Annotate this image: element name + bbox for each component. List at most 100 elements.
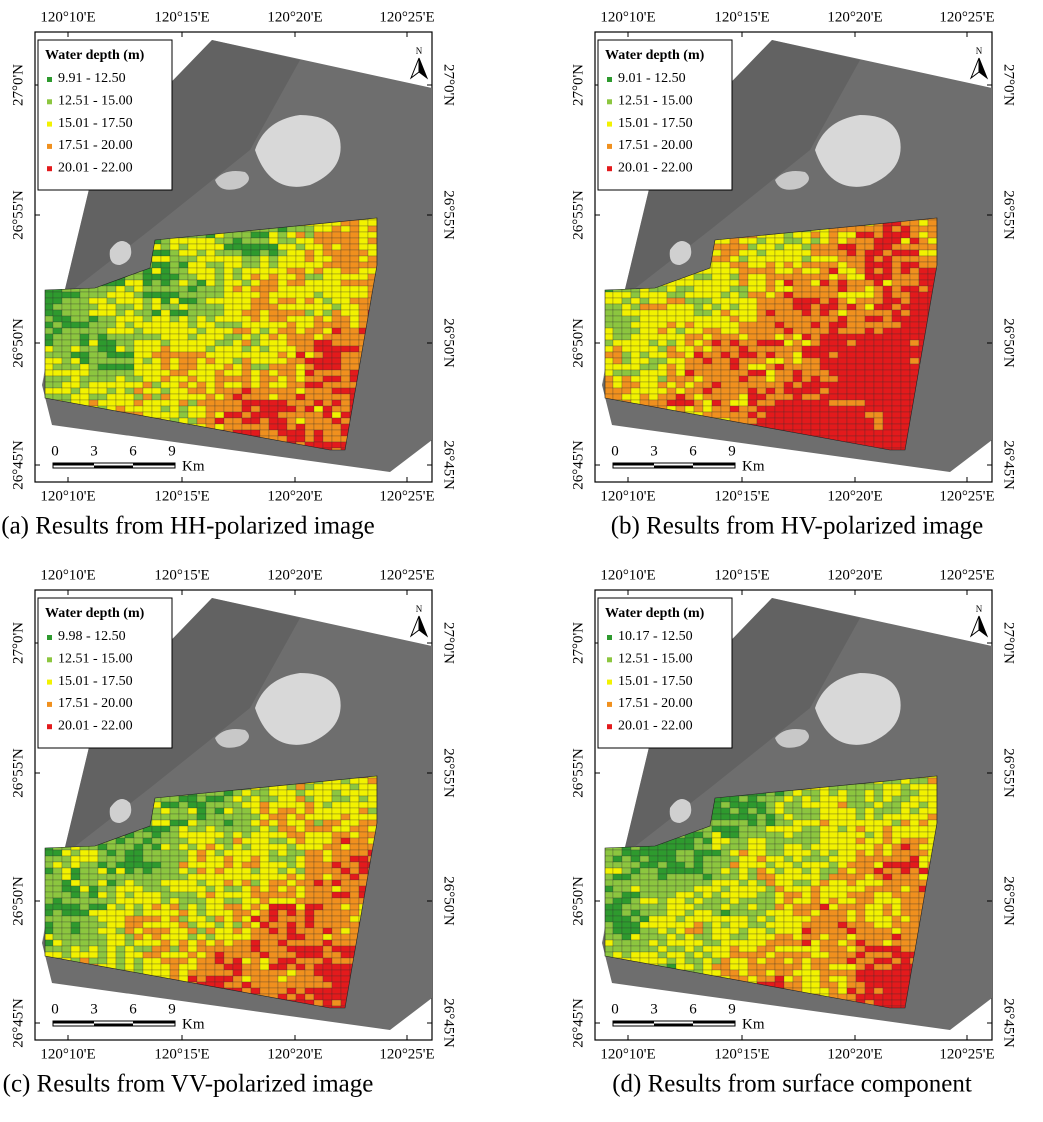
depth-cell — [134, 376, 143, 382]
depth-cell — [44, 388, 53, 394]
depth-cell — [242, 886, 251, 892]
depth-cell — [676, 328, 685, 334]
depth-cell — [856, 352, 865, 358]
depth-cell — [314, 298, 323, 304]
depth-cell — [838, 418, 847, 424]
depth-cell — [305, 802, 314, 808]
depth-cell — [296, 970, 305, 976]
depth-cell — [152, 922, 161, 928]
depth-cell — [730, 310, 739, 316]
depth-cell — [332, 832, 341, 838]
depth-cell — [730, 346, 739, 352]
scale-bar — [53, 1021, 94, 1024]
depth-cell — [125, 874, 134, 880]
depth-cell — [910, 784, 919, 790]
depth-cell — [206, 832, 215, 838]
depth-cell — [631, 346, 640, 352]
depth-cell — [98, 388, 107, 394]
depth-cell — [80, 928, 89, 934]
depth-cell — [71, 952, 80, 958]
depth-cell — [314, 958, 323, 964]
depth-cell — [901, 262, 910, 268]
depth-cell — [323, 982, 332, 988]
depth-cell — [170, 814, 179, 820]
depth-cell — [269, 886, 278, 892]
depth-cell — [332, 304, 341, 310]
depth-cell — [359, 316, 368, 322]
depth-cell — [197, 388, 206, 394]
depth-cell — [811, 268, 820, 274]
depth-cell — [287, 844, 296, 850]
depth-cell — [730, 292, 739, 298]
depth-cell — [224, 922, 233, 928]
depth-cell — [802, 358, 811, 364]
depth-cell — [242, 310, 251, 316]
depth-cell — [838, 280, 847, 286]
depth-cell — [341, 244, 350, 250]
depth-cell — [206, 820, 215, 826]
depth-cell — [170, 892, 179, 898]
depth-cell — [215, 832, 224, 838]
depth-cell — [793, 250, 802, 256]
depth-cell — [269, 964, 278, 970]
depth-cell — [323, 790, 332, 796]
depth-cell — [874, 310, 883, 316]
depth-cell — [766, 298, 775, 304]
depth-cell — [206, 262, 215, 268]
depth-cell — [766, 370, 775, 376]
depth-cell — [215, 328, 224, 334]
depth-cell — [784, 238, 793, 244]
depth-cell — [287, 244, 296, 250]
depth-cell — [179, 400, 188, 406]
depth-cell — [170, 310, 179, 316]
depth-cell — [188, 394, 197, 400]
depth-cell — [305, 904, 314, 910]
depth-cell — [179, 832, 188, 838]
depth-cell — [170, 412, 179, 418]
depth-cell — [206, 352, 215, 358]
depth-cell — [170, 832, 179, 838]
depth-cell — [323, 802, 332, 808]
depth-cell — [802, 352, 811, 358]
depth-cell — [811, 328, 820, 334]
depth-cell — [161, 844, 170, 850]
depth-cell — [314, 376, 323, 382]
depth-cell — [757, 286, 766, 292]
depth-cell — [242, 892, 251, 898]
depth-cell — [251, 946, 260, 952]
depth-cell — [775, 286, 784, 292]
depth-cell — [53, 868, 62, 874]
depth-cell — [62, 370, 71, 376]
depth-cell — [802, 388, 811, 394]
depth-cell — [269, 892, 278, 898]
depth-cell — [233, 952, 242, 958]
depth-cell — [856, 226, 865, 232]
depth-cell — [206, 280, 215, 286]
depth-cell — [197, 310, 206, 316]
depth-cell — [188, 922, 197, 928]
legend-swatch — [47, 635, 52, 640]
depth-cell — [206, 412, 215, 418]
depth-cell — [802, 790, 811, 796]
depth-cell — [883, 274, 892, 280]
depth-cell — [613, 388, 622, 394]
depth-cell — [802, 334, 811, 340]
depth-cell — [161, 400, 170, 406]
depth-cell — [658, 382, 667, 388]
depth-cell — [847, 430, 856, 436]
depth-cell — [883, 256, 892, 262]
depth-cell — [161, 382, 170, 388]
depth-cell — [251, 424, 260, 430]
depth-cell — [649, 358, 658, 364]
depth-cell — [107, 850, 116, 856]
depth-cell — [44, 328, 53, 334]
depth-cell — [350, 274, 359, 280]
depth-cell — [712, 280, 721, 286]
depth-cell — [901, 292, 910, 298]
depth-cell — [685, 388, 694, 394]
depth-cell — [242, 352, 251, 358]
depth-cell — [116, 376, 125, 382]
depth-cell — [757, 382, 766, 388]
depth-cell — [350, 220, 359, 226]
depth-cell — [332, 916, 341, 922]
